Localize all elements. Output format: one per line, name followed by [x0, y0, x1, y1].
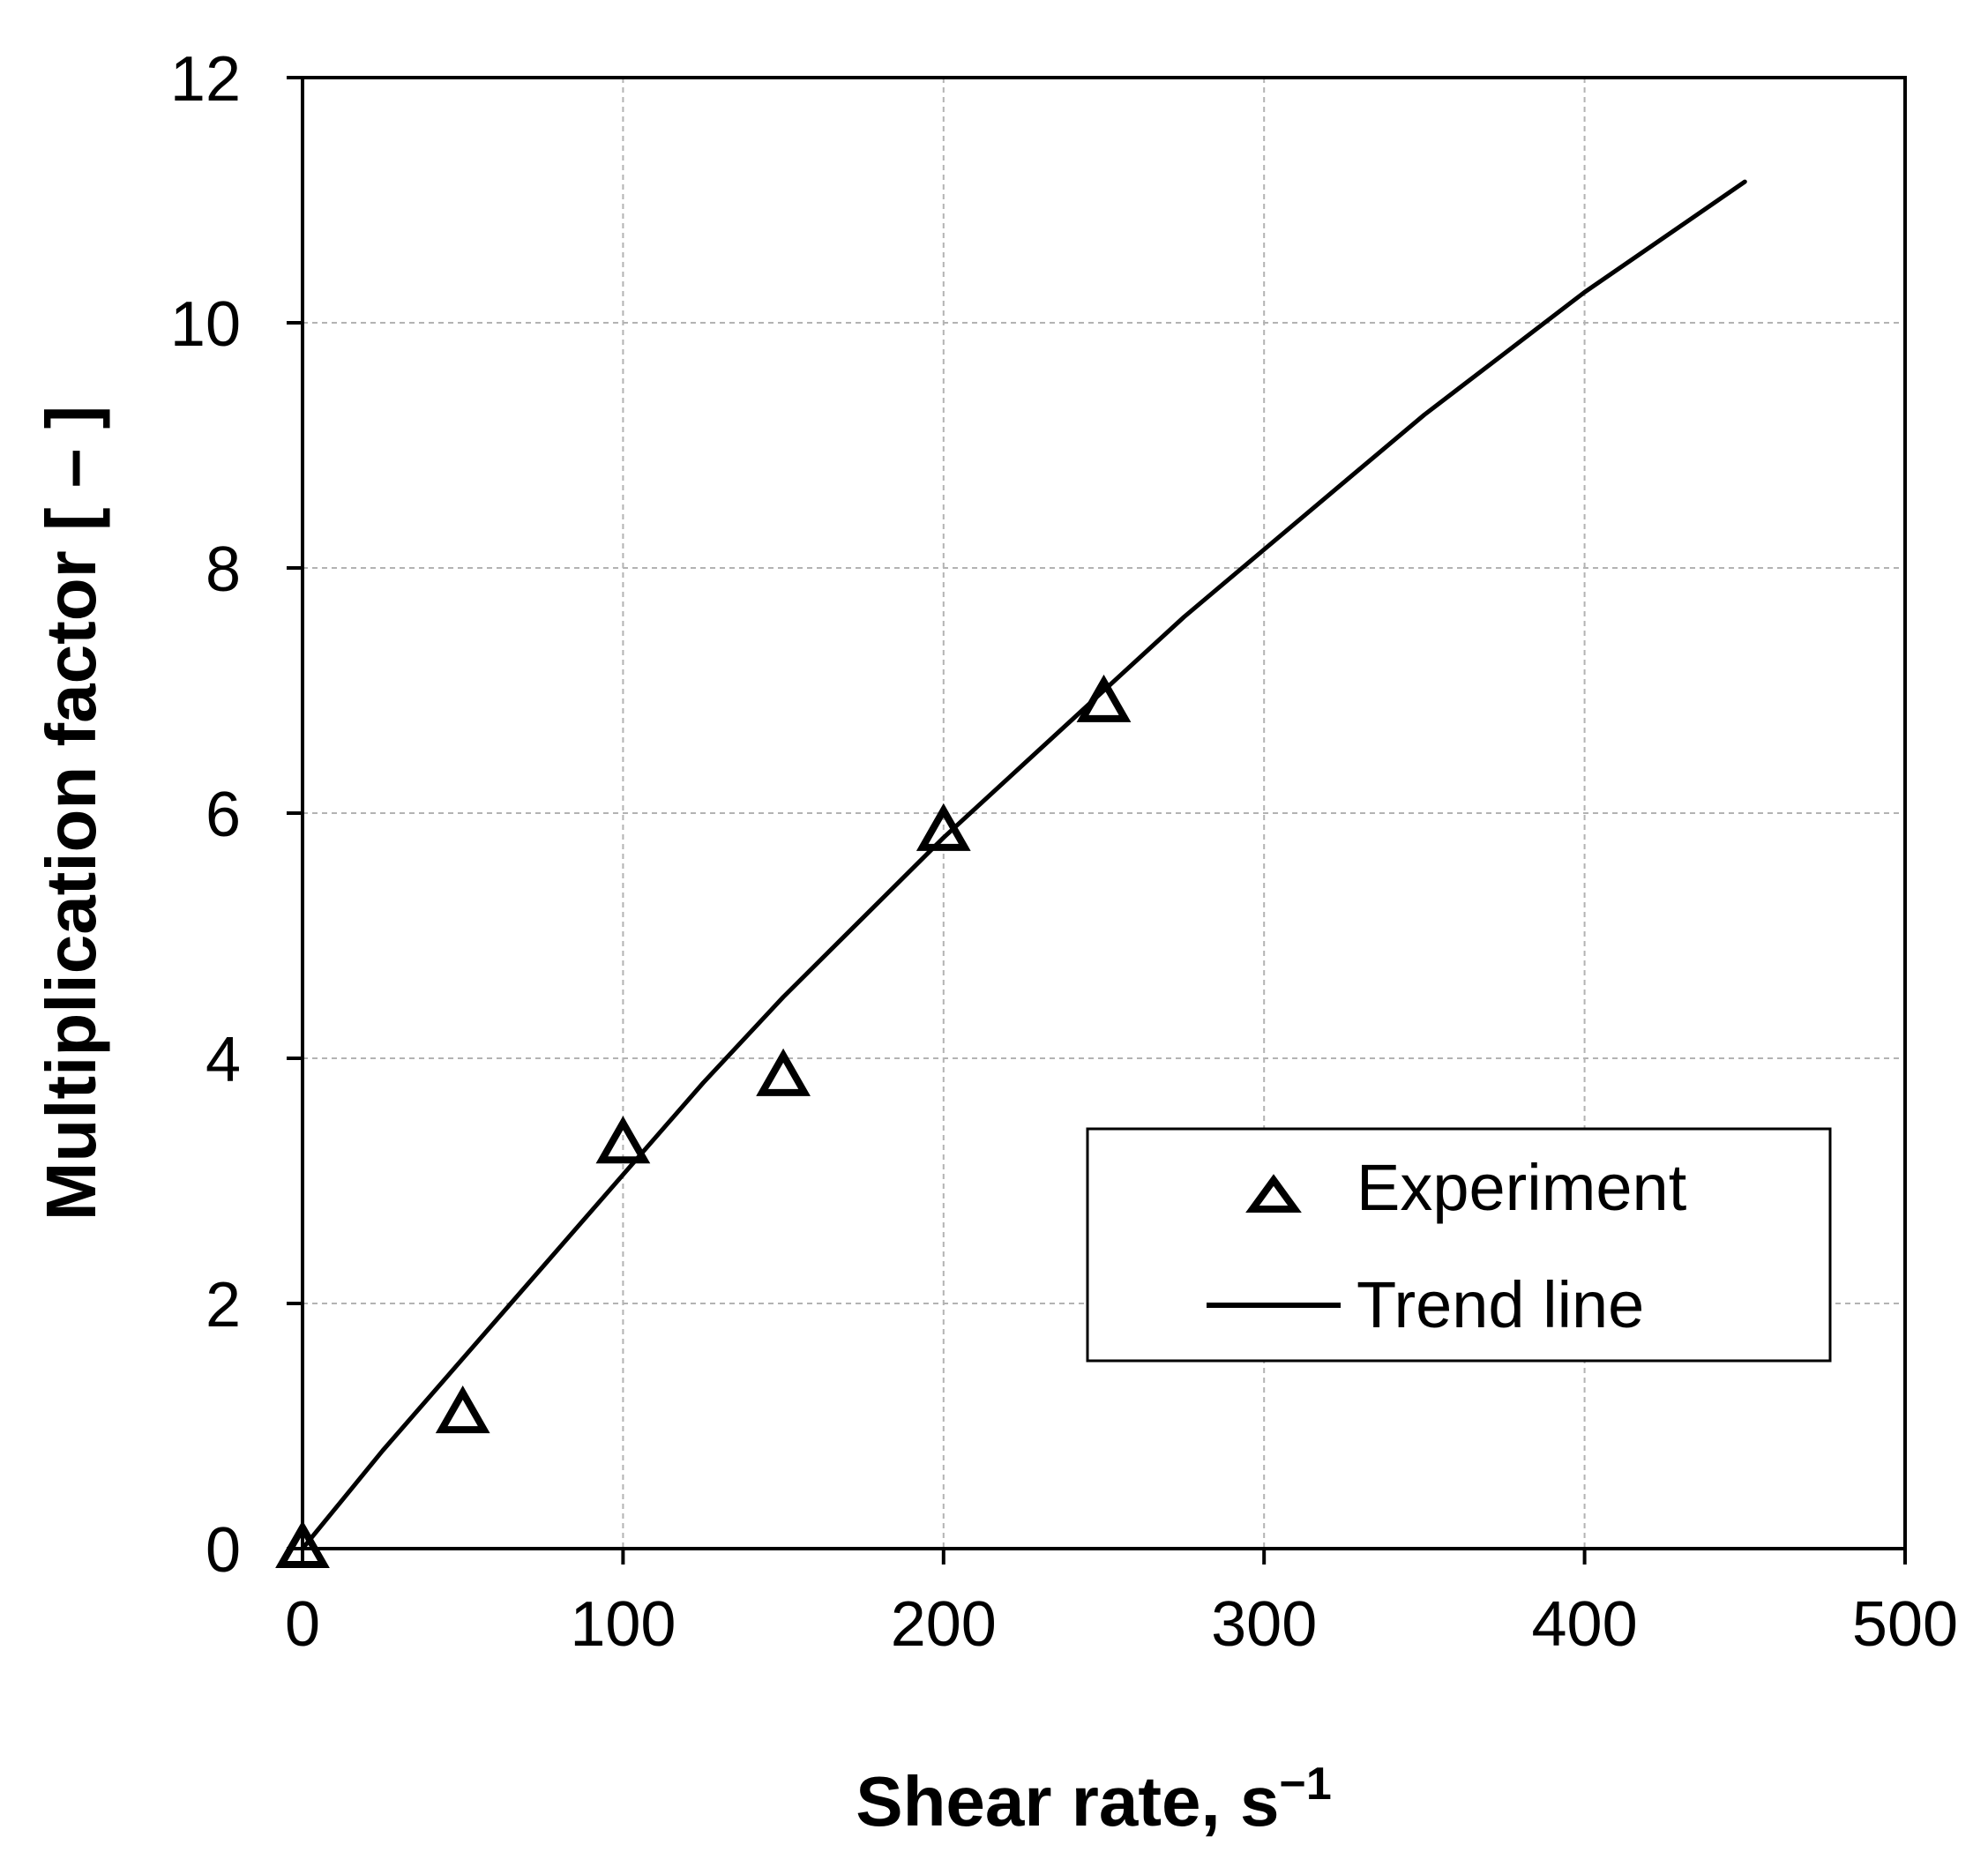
legend-box [1086, 1127, 1832, 1363]
x-tick-label: 500 [1852, 1589, 1958, 1660]
experiment-point [1076, 674, 1132, 722]
y-tick-label: 2 [206, 1270, 241, 1341]
legend-label-experiment: Experiment [1356, 1151, 1687, 1224]
experiment-point [916, 803, 971, 851]
experiment-point [756, 1048, 811, 1096]
legend-label-trend-line: Trend line [1356, 1268, 1644, 1341]
trend-line [300, 179, 1747, 1551]
x-tick-label: 300 [1211, 1589, 1317, 1660]
x-tick-label: 400 [1532, 1589, 1638, 1660]
y-axis-title: Multiplication factor [ – ] [32, 406, 110, 1221]
y-tick-label: 12 [170, 44, 241, 115]
experiment-point [435, 1385, 490, 1434]
x-axis-title-superscript: −1 [1279, 1759, 1331, 1810]
data-layer [275, 179, 1747, 1568]
y-tick-label: 6 [206, 780, 241, 850]
y-tick-label: 4 [206, 1025, 241, 1095]
axis-ticks: 0 100 200 300 400 500 0 2 4 6 8 10 12 [170, 44, 1958, 1660]
x-axis-title: Shear rate, s−1 [856, 1759, 1332, 1841]
x-axis-title-main: Shear rate, s [856, 1762, 1279, 1841]
experiment-point [595, 1116, 651, 1164]
x-tick-label: 0 [285, 1589, 320, 1660]
experiment-point [275, 1520, 330, 1568]
legend-marker-experiment [1245, 1174, 1302, 1213]
y-tick-label: 10 [170, 289, 241, 360]
legend: Experiment Trend line [1086, 1127, 1832, 1363]
x-tick-label: 100 [570, 1589, 676, 1660]
x-tick-label: 200 [891, 1589, 997, 1660]
y-tick-label: 0 [206, 1515, 241, 1586]
y-tick-label: 8 [206, 534, 241, 605]
